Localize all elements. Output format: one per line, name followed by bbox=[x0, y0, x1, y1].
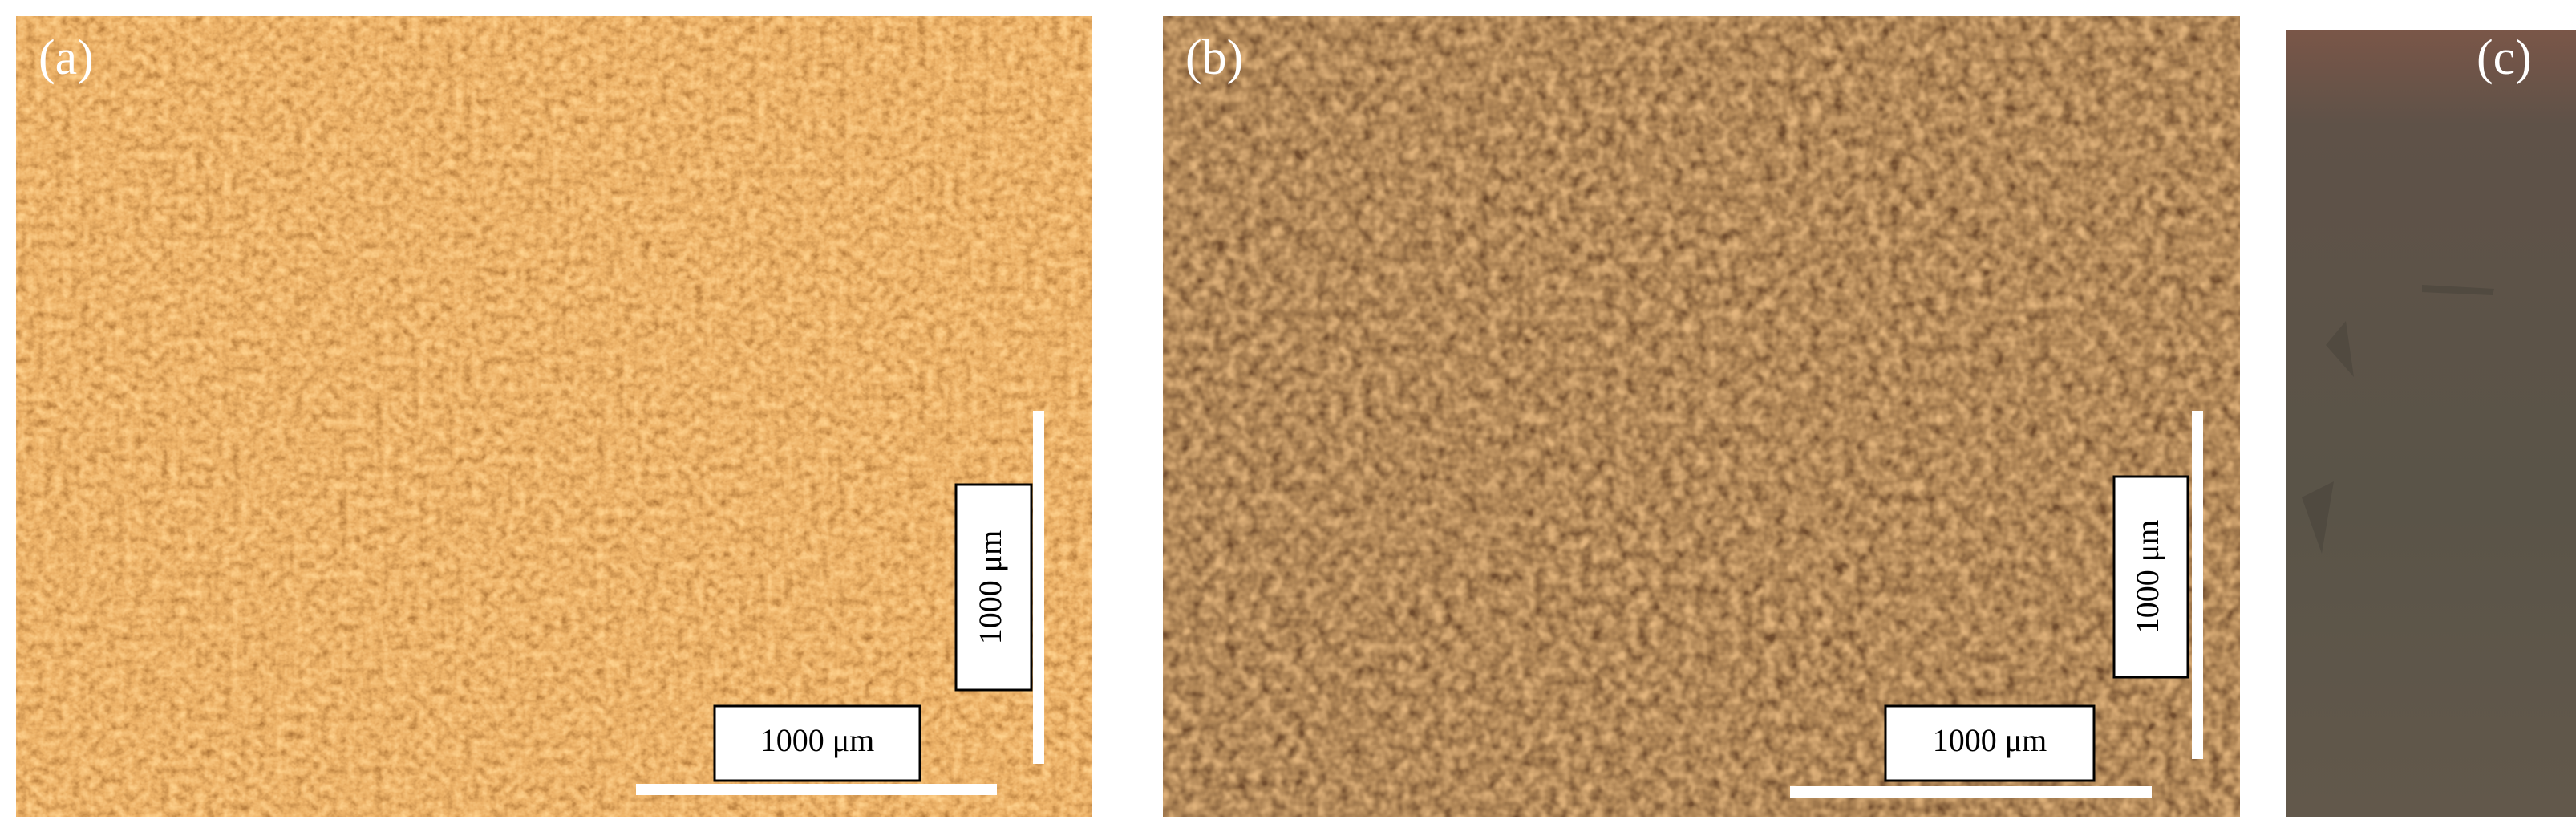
photo bbox=[2286, 30, 2576, 817]
panel-c: (c) bbox=[2286, 30, 2576, 817]
scale-bar bbox=[2192, 411, 2203, 759]
scale-bar bbox=[636, 784, 997, 795]
scale-label-box bbox=[1884, 704, 2096, 782]
micrograph-texture bbox=[1163, 16, 2240, 817]
scale-label-box bbox=[2112, 475, 2189, 679]
scale-label-box bbox=[713, 704, 921, 782]
panel-label: (a) bbox=[38, 30, 94, 85]
panel-a: (a) 1000 μm 1000 μm bbox=[16, 16, 1092, 817]
scale-bar bbox=[1033, 411, 1044, 764]
scale-label-box bbox=[954, 483, 1033, 692]
photo-detail bbox=[2302, 285, 2494, 554]
scale-label: 1000 μm bbox=[1933, 722, 2047, 758]
scale-label: 1000 μm bbox=[2129, 520, 2165, 635]
panel-label: (b) bbox=[1185, 30, 1243, 85]
micrograph-texture bbox=[16, 16, 1092, 817]
panel-label: (c) bbox=[2477, 30, 2532, 85]
panel-b: (b) 1000 μm 1000 μm bbox=[1163, 16, 2240, 817]
scale-bar bbox=[1790, 786, 2152, 798]
scale-label: 1000 μm bbox=[972, 530, 1008, 645]
scale-label: 1000 μm bbox=[760, 722, 875, 758]
